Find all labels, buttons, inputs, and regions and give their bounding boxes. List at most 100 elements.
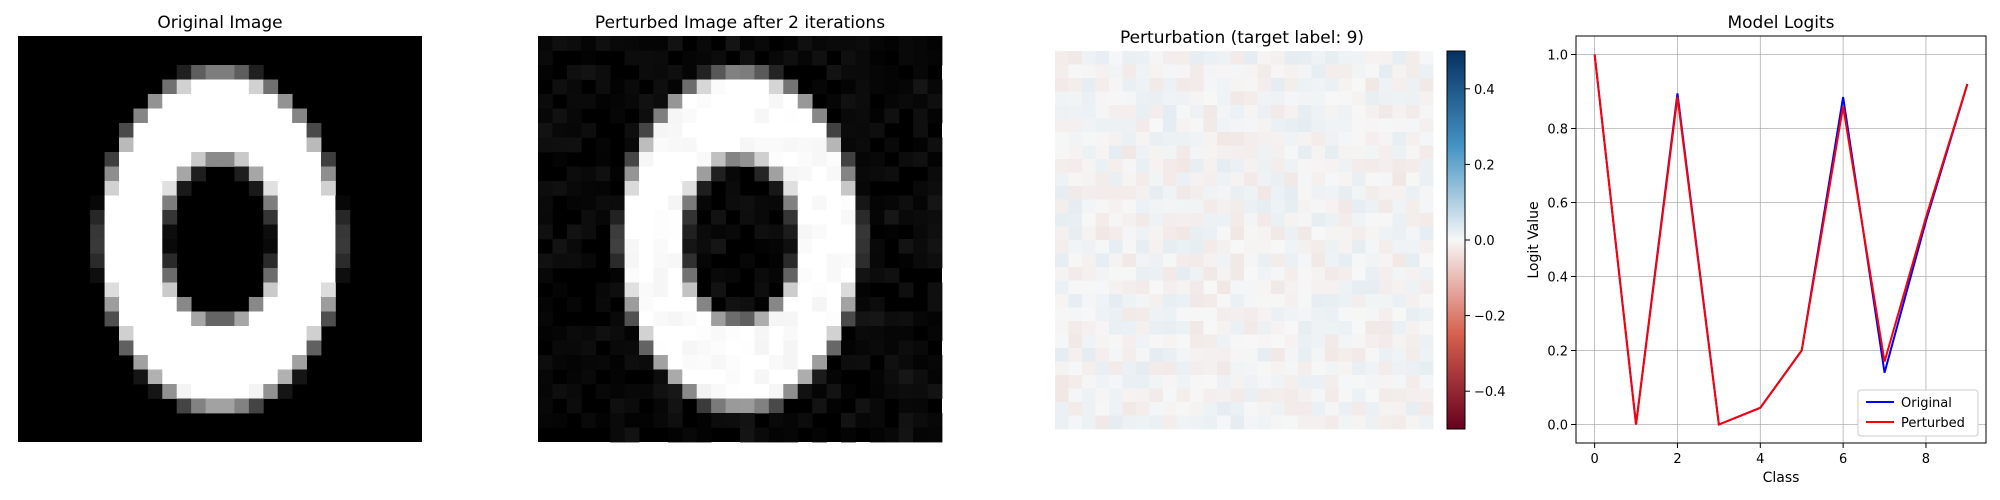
perturbation-cell [1055, 307, 1069, 322]
pixel-cell [234, 166, 250, 182]
pixel-cell [841, 239, 856, 254]
perturbation-cell [1190, 199, 1204, 214]
perturbation-cell [1190, 375, 1204, 389]
pixel-cell [754, 427, 770, 443]
perturbation-cell [1257, 253, 1272, 268]
perturbation-cell [1122, 91, 1137, 106]
pixel-cell [263, 340, 279, 356]
perturbation-cell [1311, 145, 1326, 160]
perturbation-cell [1055, 172, 1069, 187]
perturbation-cell [1284, 105, 1299, 119]
perturbation-cell [1338, 105, 1353, 119]
perturbation-cell [1082, 307, 1096, 322]
pixel-cell [538, 123, 553, 138]
perturbation-cell [1419, 375, 1434, 389]
perturbation-cell [1163, 51, 1177, 65]
perturbation-cell [1379, 199, 1393, 214]
pixel-cell [696, 152, 712, 167]
pixel-cell [884, 137, 900, 153]
pixel-cell [566, 108, 582, 124]
perturbation-cell [1244, 294, 1258, 308]
perturbation-cell [1149, 91, 1164, 106]
perturbation-cell [1055, 280, 1069, 295]
pixel-cell [725, 108, 741, 124]
pixel-cell [624, 152, 640, 167]
perturbation-cell [1298, 78, 1312, 92]
perturbation-cell [1122, 361, 1137, 376]
perturbation-cell [1392, 159, 1407, 173]
pixel-cell [768, 50, 784, 66]
pixel-cell [277, 123, 293, 138]
perturbation-cell [1149, 186, 1164, 200]
perturbation-cell [1082, 280, 1096, 295]
pixel-cell [147, 253, 163, 269]
pixel-cell [855, 268, 871, 283]
pixel-cell [696, 94, 712, 109]
pixel-cell [610, 195, 625, 211]
original-image-panel: Original Image [18, 13, 422, 442]
perturbation-cell [1230, 280, 1245, 295]
pixel-cell [119, 137, 134, 153]
pixel-cell [754, 152, 770, 167]
perturbation-cell [1055, 348, 1069, 362]
perturbation-cell [1136, 159, 1150, 173]
pixel-cell [797, 355, 813, 370]
perturbation-cell [1298, 186, 1312, 200]
perturbation-cell [1217, 334, 1231, 349]
pixel-cell [927, 239, 943, 254]
pixel-cell [119, 224, 134, 240]
perturbation-cell [1176, 172, 1191, 187]
perturbation-cell [1082, 64, 1096, 79]
perturbation-cell [1122, 348, 1137, 362]
perturbation-cell [1325, 294, 1339, 308]
perturbation-cell [1406, 307, 1420, 322]
perturbation-title: Perturbation (target label: 9) [1120, 28, 1364, 48]
pixel-cell [898, 326, 914, 341]
pixel-cell [797, 311, 813, 327]
pixel-cell [595, 152, 611, 167]
pixel-cell [147, 311, 163, 327]
perturbation-cell [1419, 186, 1434, 200]
perturbation-cell [1406, 64, 1420, 79]
pixel-cell [191, 311, 206, 327]
pixel-cell [292, 137, 307, 153]
pixel-cell [725, 79, 741, 95]
perturbation-cell [1392, 118, 1407, 133]
perturbation-cell [1082, 361, 1096, 376]
pixel-cell [884, 427, 900, 443]
perturbation-cell [1406, 294, 1420, 308]
pixel-cell [277, 282, 293, 298]
perturbation-cell [1338, 145, 1353, 160]
perturbation-cell [1298, 361, 1312, 376]
pixel-cell [754, 340, 770, 356]
pixel-cell [653, 50, 669, 66]
perturbation-cell [1392, 64, 1407, 79]
pixel-cell [841, 427, 856, 443]
perturbation-cell [1311, 321, 1326, 335]
pixel-cell [277, 137, 293, 153]
perturbation-cell [1419, 91, 1434, 106]
pixel-cell [220, 355, 235, 370]
perturbation-cell [1190, 294, 1204, 308]
pixel-cell [797, 268, 813, 283]
perturbation-cell [1122, 145, 1137, 160]
pixel-cell [552, 326, 568, 341]
pixel-cell [624, 268, 640, 283]
perturbation-cell [1406, 267, 1420, 281]
perturbation-cell [1217, 402, 1231, 416]
perturbation-cell [1122, 321, 1137, 335]
perturbation-cell [1109, 226, 1123, 241]
pixel-cell [841, 268, 856, 283]
colorbar-tick-label: −0.4 [1474, 385, 1506, 400]
perturbed-image-heatmap [538, 36, 943, 443]
perturbation-cell [1082, 213, 1096, 227]
perturbation-cell [1055, 334, 1069, 349]
pixel-cell [797, 152, 813, 167]
pixel-cell [639, 36, 654, 51]
perturbation-cell [1271, 105, 1285, 119]
perturbation-cell [1176, 105, 1191, 119]
pixel-cell [898, 50, 914, 66]
pixel-cell [898, 239, 914, 254]
pixel-cell [667, 79, 683, 95]
perturbation-cell [1163, 294, 1177, 308]
